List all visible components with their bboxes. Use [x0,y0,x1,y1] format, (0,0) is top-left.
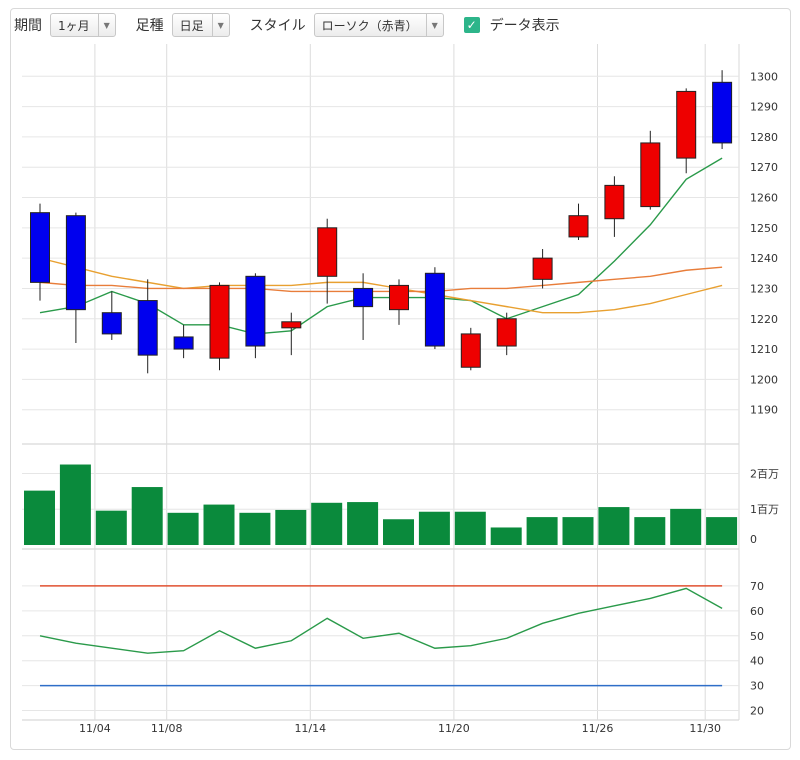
candle-body [101,312,122,335]
oscillator-line [39,587,723,654]
axis-labels: 1190 1200 1210 1220 1230 1240 1250 1260 1270 1280… [79,70,779,735]
x-tick-label: 11/30 [689,722,721,735]
chart-toolbar: 期間 1ヶ月 ▼ 足種 日足 ▼ スタイル ローソク（赤青） ▼ ✓ データ表示 [14,11,562,39]
price-tick-label: 1300 [750,70,778,83]
period-label: 期間 [14,18,42,34]
candle-body [30,212,50,283]
candles [30,70,733,374]
price-tick-label: 1270 [750,161,778,174]
price-tick-label: 1200 [750,373,778,386]
volume-bar [203,504,235,545]
volume-bar [131,487,163,545]
data-display-label[interactable]: データ表示 [489,18,560,34]
x-tick-label: 11/20 [438,722,470,735]
chevron-down-icon: ▼ [211,14,229,36]
oscillator-tick-label: 70 [750,580,764,593]
x-tick-label: 11/26 [582,722,614,735]
volume-bar [454,511,486,545]
candle-body [676,90,697,159]
volume-tick-label: 0 [750,533,757,546]
candle-body [209,284,230,359]
volume-bar [526,517,558,545]
volume-bar [598,507,630,545]
footstep-select-value: 日足 [179,18,204,33]
candle-body [137,300,158,356]
style-label: スタイル [249,18,306,34]
price-tick-label: 1290 [750,101,778,114]
x-tick-label: 11/04 [79,722,111,735]
oscillator-tick-label: 60 [750,605,764,618]
candle-body [568,215,589,238]
price-tick-label: 1260 [750,192,778,205]
footstep-label: 足種 [135,18,164,34]
candle-body [281,321,302,329]
oscillator-tick-label: 20 [750,705,764,718]
candle-body [604,184,625,220]
volume-bar [59,464,91,545]
volume-bar [311,502,343,545]
period-select[interactable]: 1ヶ月 ▼ [50,13,116,37]
candle-body [640,142,661,208]
oscillator-tick-label: 30 [750,680,764,693]
price-tick-label: 1250 [750,222,778,235]
price-tick-label: 1210 [750,343,778,356]
volume-bar [634,517,666,545]
candle-body [173,336,194,350]
moving-average-ma-long [39,266,723,293]
price-tick-label: 1190 [750,404,778,417]
volume-bar [706,517,738,545]
volume-tick-label: 1百万 [750,503,779,516]
volume-bar [490,527,522,545]
volume-bar [562,517,594,545]
candle-body [460,333,481,368]
candle-body [712,81,733,144]
price-tick-label: 1220 [750,313,778,326]
style-select-value: ローソク（赤青） [321,18,418,33]
period-select-value: 1ヶ月 [58,18,90,33]
volume-bar [95,510,127,545]
x-tick-label: 11/08 [151,722,183,735]
data-display-checkbox[interactable]: ✓ [463,17,480,33]
volume-bar [275,509,307,545]
volume-bar [167,512,199,545]
volume-bar [24,490,55,545]
volume-bar [383,519,414,545]
candle-body [245,275,266,347]
candle-body [65,215,86,311]
footstep-select[interactable]: 日足 ▼ [171,13,230,37]
chevron-down-icon: ▼ [97,14,115,36]
x-tick-label: 11/14 [294,722,326,735]
candle-body [424,272,445,347]
price-tick-label: 1230 [750,282,778,295]
price-tick-label: 1240 [750,252,778,265]
check-icon: ✓ [466,18,477,32]
volume-bars [24,464,738,545]
volume-tick-label: 2百万 [750,467,779,480]
style-select[interactable]: ローソク（赤青） ▼ [313,13,444,37]
volume-bar [418,511,450,545]
chevron-down-icon: ▼ [425,14,443,36]
chart-grid [22,44,740,721]
volume-bar [670,508,702,545]
volume-bar [239,512,271,545]
candle-body [496,318,517,347]
oscillator-panel [39,585,723,687]
candle-body [353,287,374,308]
oscillator-tick-label: 40 [750,655,764,668]
volume-bar [347,502,379,545]
candle-body [317,227,338,277]
price-tick-label: 1280 [750,131,778,144]
moving-average-ma-mid [39,257,723,314]
candle-body [532,257,553,280]
oscillator-tick-label: 50 [750,630,764,643]
candle-body [389,284,409,311]
